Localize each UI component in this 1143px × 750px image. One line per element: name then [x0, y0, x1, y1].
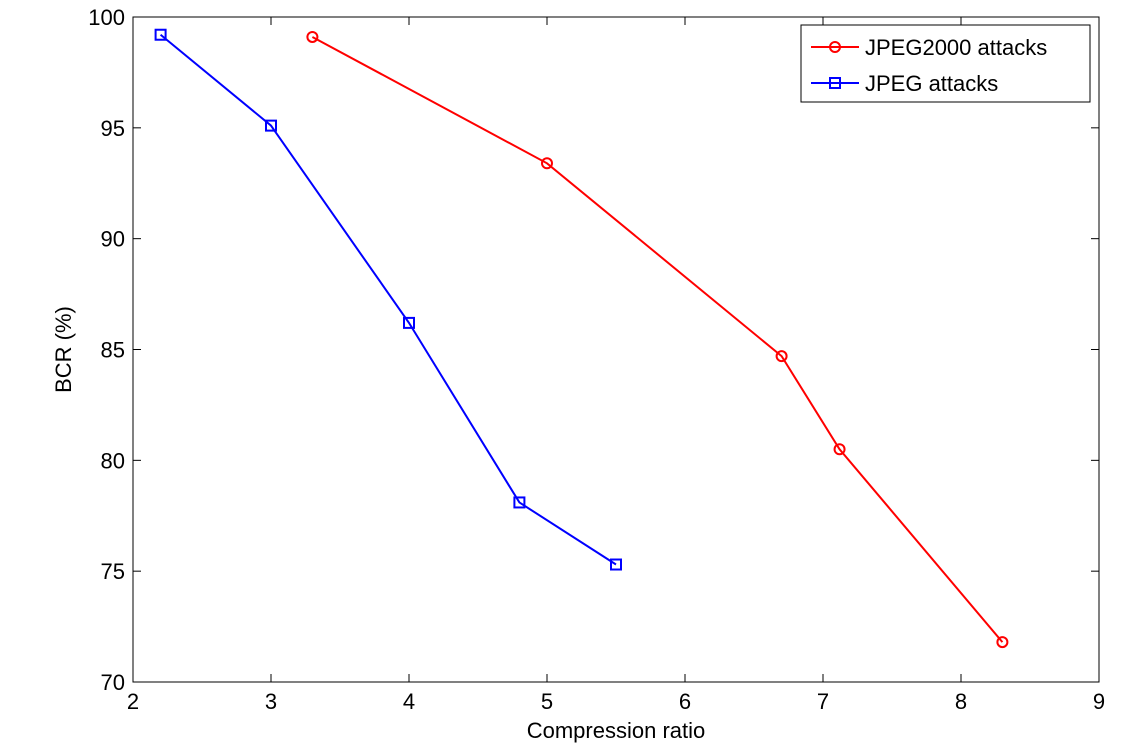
x-axis-title: Compression ratio — [527, 718, 706, 743]
legend: JPEG2000 attacks JPEG attacks — [800, 24, 1091, 103]
legend-entry: JPEG2000 attacks — [811, 35, 1047, 60]
y-tick-label: 90 — [101, 227, 125, 252]
legend-entry: JPEG attacks — [811, 71, 998, 96]
y-tick-label: 70 — [101, 670, 125, 695]
x-tick-label: 7 — [817, 689, 829, 714]
data-point — [154, 28, 167, 41]
y-tick-label: 85 — [101, 338, 125, 363]
y-axis-title: BCR (%) — [51, 306, 76, 393]
y-tick-label: 95 — [101, 116, 125, 141]
legend-label: JPEG2000 attacks — [865, 35, 1047, 60]
x-tick-label: 8 — [955, 689, 967, 714]
data-point — [996, 636, 1009, 649]
data-point — [265, 119, 277, 132]
series-line — [311, 36, 1004, 643]
legend-box — [800, 24, 1091, 103]
legend-marker — [829, 77, 841, 89]
series-line — [159, 33, 617, 566]
y-tick-label: 100 — [88, 5, 125, 30]
x-tick-label: 4 — [403, 689, 415, 714]
y-tick-label: 80 — [101, 448, 125, 473]
series-1 — [154, 28, 622, 571]
data-point — [775, 350, 788, 363]
y-tick-label: 75 — [101, 559, 125, 584]
series-layer — [154, 28, 1009, 649]
x-tick-label: 9 — [1093, 689, 1105, 714]
ticks-layer: 2 3 4 5 6 7 8 9 70 75 80 85 90 95 100 — [88, 5, 1105, 714]
plot-frame — [132, 16, 1100, 683]
series-0 — [306, 30, 1009, 649]
data-point — [610, 558, 622, 571]
data-point — [306, 30, 319, 43]
legend-marker — [829, 41, 841, 53]
x-tick-label: 6 — [679, 689, 691, 714]
x-tick-label: 3 — [265, 689, 277, 714]
data-point — [541, 157, 553, 170]
x-tick-label: 5 — [541, 689, 553, 714]
legend-label: JPEG attacks — [865, 71, 998, 96]
data-point — [403, 316, 415, 329]
x-tick-label: 2 — [127, 689, 139, 714]
data-point — [833, 443, 846, 456]
data-point — [513, 496, 526, 509]
